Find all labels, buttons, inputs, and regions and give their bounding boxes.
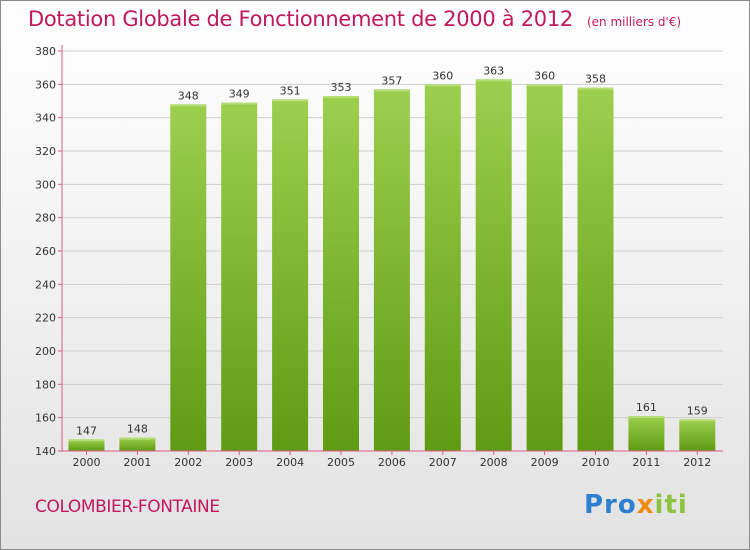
commune-name: COLOMBIER-FONTAINE (35, 497, 220, 517)
bar-highlight (170, 104, 207, 107)
bar-highlight (68, 439, 105, 442)
x-tick-label: 2000 (73, 456, 101, 469)
bar-highlight (577, 87, 614, 90)
bar-highlight (272, 99, 309, 102)
bar-value-label: 351 (280, 84, 301, 97)
bar (424, 84, 461, 451)
bar-highlight (221, 102, 258, 105)
bar-value-label: 360 (534, 69, 555, 82)
y-tick-label: 360 (35, 78, 56, 91)
axis-layer: 140 160 180 200 220 240 260 280 300 320 340 360 380 2… (35, 45, 723, 469)
y-tick-label: 160 (35, 412, 56, 425)
bar (68, 439, 105, 451)
x-tick-label: 2010 (582, 456, 610, 469)
y-tick-label: 180 (35, 378, 56, 391)
bar-value-label: 357 (381, 74, 402, 87)
y-tick-label: 220 (35, 312, 56, 325)
x-tick-label: 2005 (327, 456, 355, 469)
chart-title: Dotation Globale de Fonctionnement de 20… (28, 7, 681, 31)
bar-value-label: 360 (432, 69, 453, 82)
y-tick-label: 200 (35, 345, 56, 358)
x-tick-label: 2002 (174, 456, 202, 469)
bar-layer: 147 148 348 349 351 353 357 360 363 360 358 161 159 (68, 64, 716, 452)
y-tick-label: 320 (35, 145, 56, 158)
bar-highlight (119, 437, 156, 440)
bar (170, 104, 207, 451)
bar-value-label: 363 (483, 64, 504, 77)
bar-highlight (526, 84, 563, 87)
x-tick-label: 2008 (480, 456, 508, 469)
bar (526, 84, 563, 451)
bar-value-label: 349 (229, 88, 250, 101)
x-tick-label: 2003 (225, 456, 253, 469)
bar-highlight (475, 79, 512, 82)
y-tick-label: 140 (35, 445, 56, 458)
chart-subtitle: (en milliers d'€) (586, 15, 682, 29)
y-tick-label: 240 (35, 278, 56, 291)
x-tick-label: 2011 (632, 456, 660, 469)
bar-highlight (679, 419, 716, 422)
x-tick-label: 2006 (378, 456, 406, 469)
bar (272, 99, 309, 451)
bar-highlight (323, 96, 359, 98)
x-tick-label: 2009 (531, 456, 559, 469)
logo-part-1: Pro (584, 490, 637, 520)
x-tick-label: 2001 (123, 456, 151, 469)
y-tick-label: 340 (35, 112, 56, 125)
y-tick-label: 380 (35, 45, 56, 58)
bar-highlight (424, 84, 461, 87)
bar-value-label: 348 (178, 89, 199, 102)
title-text: Dotation Globale de Fonctionnement de 20… (28, 7, 573, 31)
bar (679, 419, 716, 451)
bar (323, 96, 359, 451)
bar (475, 79, 512, 451)
x-tick-label: 2007 (429, 456, 457, 469)
bar-value-label: 161 (636, 401, 657, 414)
bar-value-label: 147 (76, 424, 97, 437)
bar-highlight (628, 416, 665, 418)
logo-part-3: iti (654, 490, 688, 520)
logo-part-2: x (636, 490, 655, 520)
bar (119, 437, 156, 451)
bar-value-label: 353 (331, 81, 352, 94)
bar (628, 416, 665, 451)
x-tick-label: 2012 (683, 456, 711, 469)
bar (373, 89, 410, 451)
y-tick-label: 280 (35, 212, 56, 225)
bar (221, 102, 258, 452)
bar-value-label: 159 (687, 404, 708, 417)
bar-value-label: 148 (127, 423, 148, 436)
y-tick-label: 260 (35, 245, 56, 258)
bar (577, 87, 614, 452)
proxiti-logo[interactable]: Proxiti (584, 490, 688, 520)
x-tick-label: 2004 (276, 456, 304, 469)
y-tick-label: 300 (35, 178, 56, 191)
bar-highlight (373, 89, 410, 92)
bar-value-label: 358 (585, 73, 606, 86)
